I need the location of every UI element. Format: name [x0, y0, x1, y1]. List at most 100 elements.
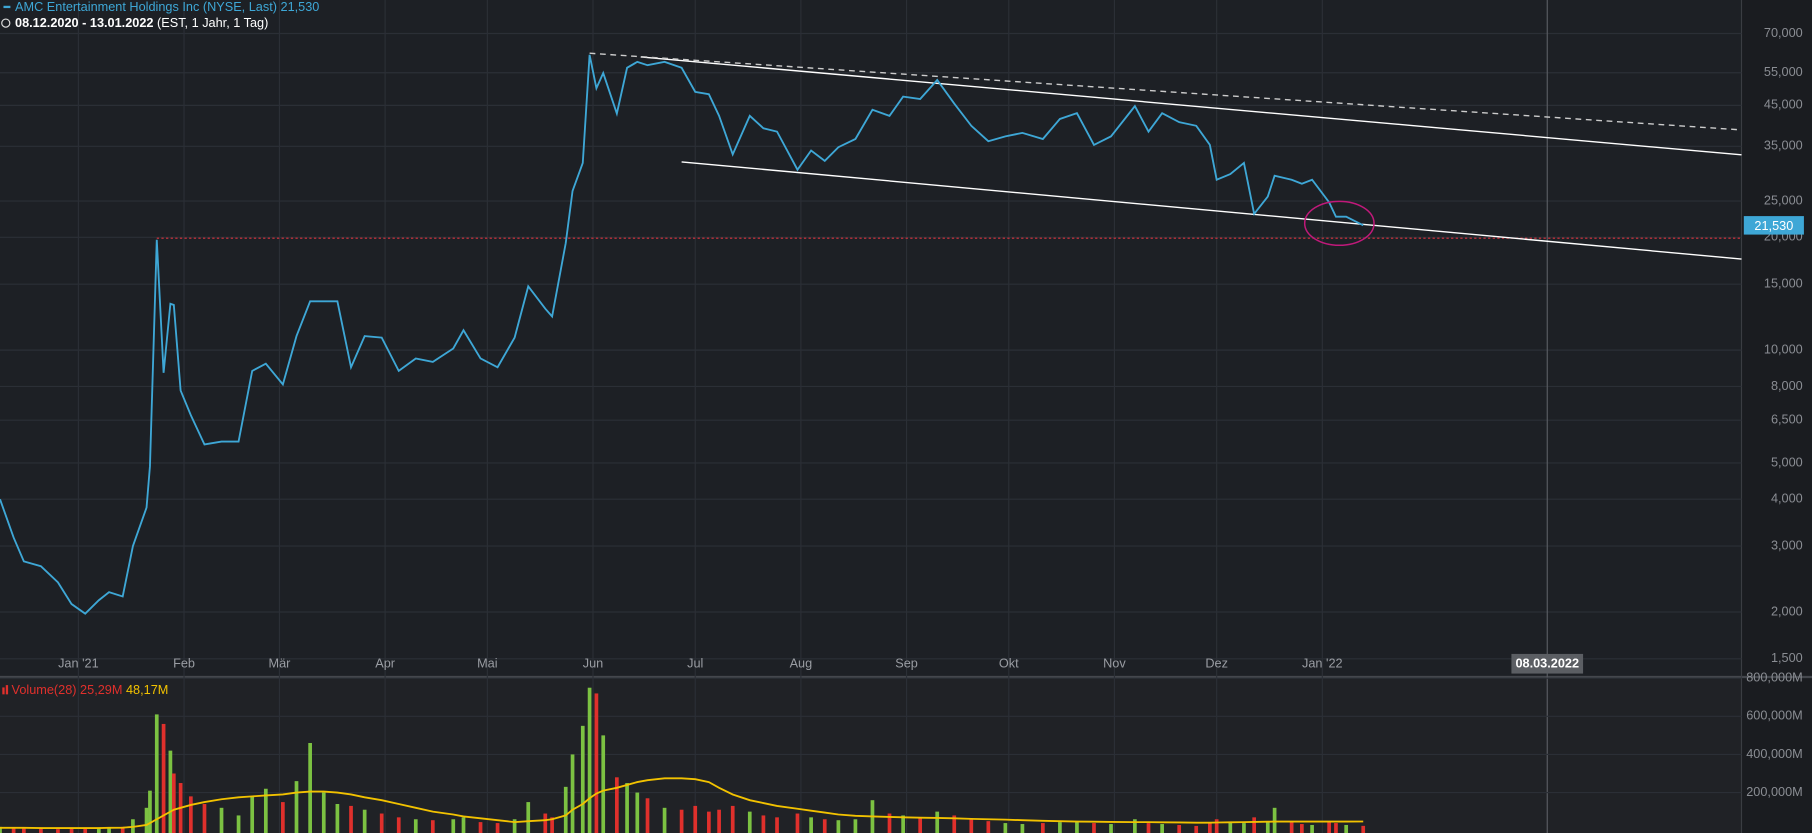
last-price-badge: [1743, 216, 1804, 235]
volume-bar: [625, 783, 629, 833]
volume-bar: [250, 796, 255, 833]
volume-bar: [171, 773, 176, 833]
volume-bar: [1228, 822, 1233, 833]
volume-bar: [1310, 824, 1314, 833]
volume-bar: [1075, 821, 1079, 833]
y-tick-label: 25,000: [1764, 192, 1803, 207]
volume-bar: [107, 828, 111, 833]
volume-bar: [451, 819, 456, 833]
volume-bar: [1208, 823, 1212, 833]
volume-bar: [615, 777, 619, 833]
volume-bar: [836, 820, 841, 833]
timeframe: (EST, 1 Jahr, 1 Tag): [157, 16, 268, 31]
highlight-ellipse: [1303, 200, 1375, 247]
volume-bar: [809, 817, 813, 833]
volume-bar: [986, 821, 991, 833]
volume-bar: [550, 817, 554, 833]
grid: [0, 0, 1742, 833]
y-tick-label: 10,000: [1764, 341, 1803, 356]
volume-bar: [1334, 823, 1338, 833]
volume-bar: [335, 804, 340, 833]
volume-bar: [795, 813, 800, 833]
volume-bar: [587, 687, 592, 833]
volume-bar: [969, 819, 974, 833]
volume-average: [0, 777, 1364, 829]
volume-bar: [362, 809, 367, 833]
x-tick-label: Sep: [895, 656, 918, 671]
volume-bar: [601, 735, 606, 833]
price-line: [0, 54, 1364, 615]
volume-bar: [349, 805, 353, 833]
volume-bar: [1242, 823, 1246, 833]
volume-bar: [430, 820, 435, 833]
labels: 70,00055,00045,00035,00025,00020,00015,0…: [58, 25, 1804, 799]
x-tick-label: Jun: [583, 656, 603, 671]
marks: [0, 52, 1742, 833]
volume-bar: [1109, 824, 1113, 833]
x-tick-label: Okt: [999, 656, 1019, 671]
volume-bar: [1265, 821, 1270, 833]
volume-last: 25,29M: [80, 682, 122, 697]
volume-icon: [5, 685, 9, 695]
y-tick-label: 15,000: [1764, 276, 1803, 291]
clock-icon: [1, 18, 11, 28]
volume-bar: [148, 790, 152, 833]
date-marker-label: 08.03.2022: [1515, 656, 1579, 671]
volume-bar: [39, 828, 43, 833]
volume-bar: [887, 813, 892, 833]
volume-bar: [321, 792, 326, 833]
volume-bar: [144, 807, 149, 833]
legend: AMC Entertainment Holdings Inc (NYSE, La…: [15, 0, 319, 14]
legend-value: 21,530: [281, 0, 320, 14]
volume-bar: [747, 811, 752, 833]
y-tick-label: 5,000: [1771, 454, 1803, 469]
volume-bar: [1327, 822, 1331, 833]
volume-bar: [294, 781, 299, 833]
trend-line: [640, 56, 1742, 156]
date-range: 08.12.2020 - 13.01.2022: [15, 16, 153, 31]
volume-bar: [1214, 819, 1219, 833]
volume-bar: [918, 817, 923, 833]
volume-bar: [1344, 824, 1349, 833]
y-tick-label: 800,000M: [1746, 670, 1803, 685]
volume-bar: [645, 798, 650, 833]
volume-bar: [526, 802, 531, 833]
volume-bar: [478, 822, 483, 833]
volume-bar: [1194, 825, 1199, 833]
volume-bar: [1300, 824, 1304, 833]
axis-panel: [1741, 0, 1812, 833]
volume-bar: [730, 805, 735, 833]
y-tick-label: 35,000: [1764, 138, 1803, 153]
volume-bar: [1252, 817, 1257, 833]
x-tick-label: Apr: [375, 656, 396, 671]
volume-bar: [1289, 822, 1294, 833]
volume-bar: [1058, 822, 1062, 833]
volume-bar: [236, 815, 241, 833]
x-tick-label: Jan '22: [1302, 656, 1343, 671]
volume-bar: [120, 826, 125, 833]
trend-line: [589, 52, 1742, 131]
volume-bar: [707, 811, 711, 833]
x-tick-label: Feb: [173, 656, 195, 671]
x-tick-label: Jul: [687, 656, 703, 671]
volume-bar: [1092, 823, 1096, 833]
legend-swatch: [3, 5, 11, 9]
trend-line: [681, 161, 1742, 260]
volume-bar: [219, 807, 224, 833]
y-tick-label: 600,000M: [1746, 708, 1803, 723]
volume-bar: [901, 815, 905, 833]
volume-bar: [413, 819, 418, 833]
volume-bar: [570, 754, 575, 833]
date-marker-badge: [1511, 653, 1584, 674]
volume-bar: [543, 813, 548, 833]
volume-bar: [161, 723, 166, 833]
volume-bar: [662, 807, 667, 833]
last-price-label: 21,530: [1754, 218, 1793, 233]
volume-bar: [1177, 824, 1182, 833]
volume-bar: [96, 827, 101, 833]
volume-bar: [202, 804, 207, 833]
y-tick-label: 8,000: [1771, 378, 1803, 393]
volume-bar: [263, 788, 268, 833]
